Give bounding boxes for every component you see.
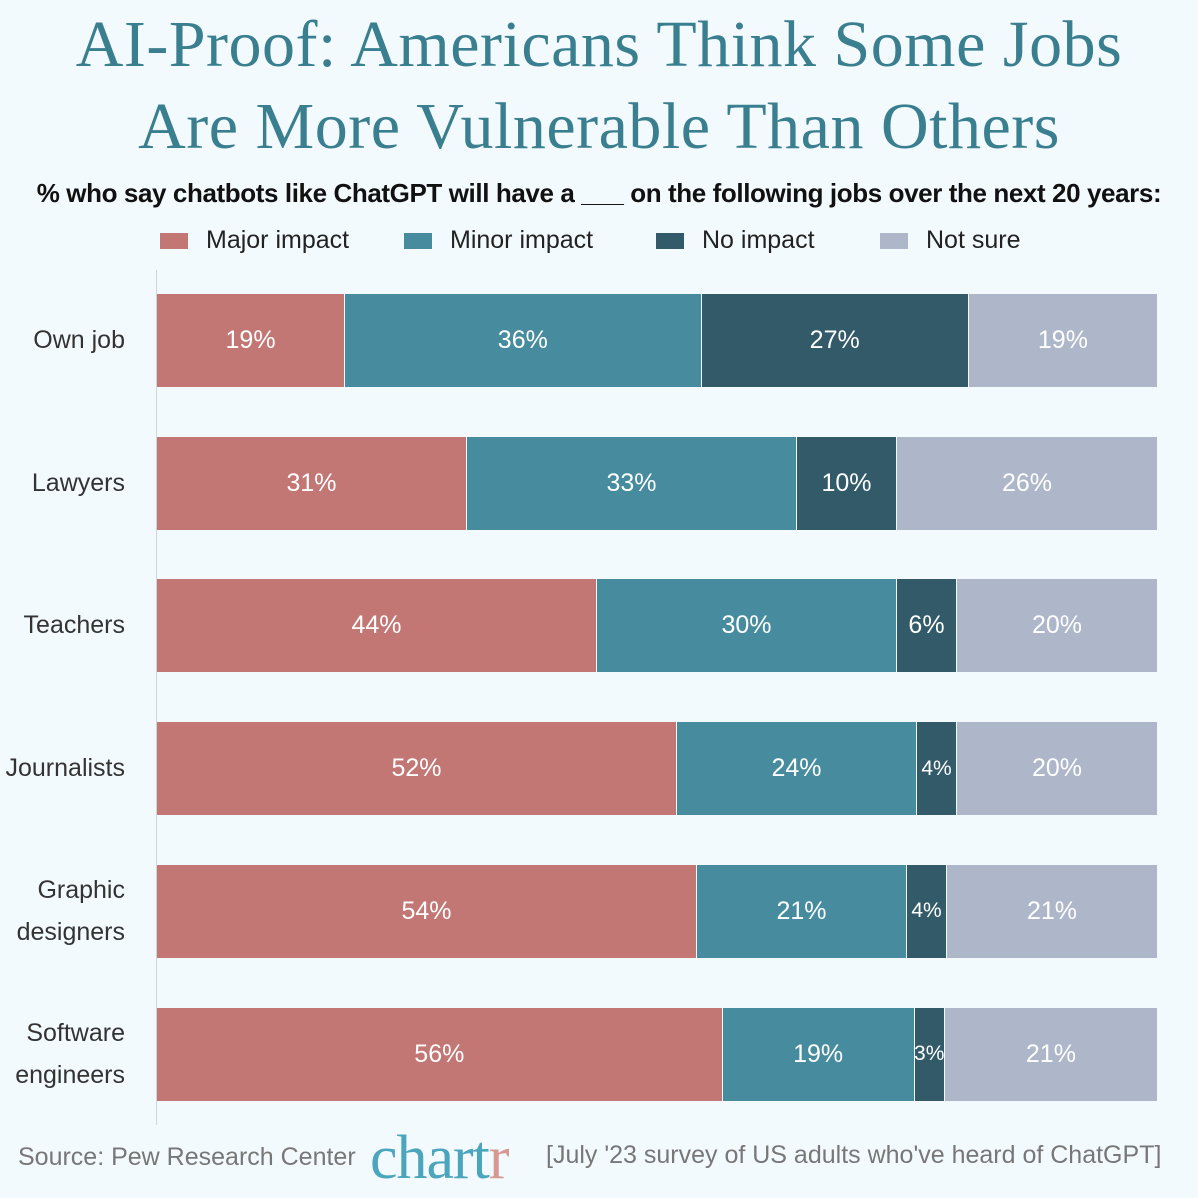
data-label: 4% (911, 899, 942, 923)
y-tick-label-line: Graphic (37, 875, 125, 904)
y-tick-label: Journalists (0, 747, 126, 789)
legend-swatch (880, 232, 908, 249)
legend-item: Major impact (160, 226, 349, 255)
logo-text: chart (370, 1124, 490, 1192)
data-label: 6% (908, 611, 945, 640)
bar-segment: 21% (697, 864, 907, 958)
legend-label: Minor impact (450, 226, 594, 254)
y-tick-label: Graphic designers (0, 869, 125, 953)
bar-segment: 21% (944, 1007, 1157, 1101)
bar-segment: 20% (957, 579, 1157, 673)
data-label: 20% (1031, 754, 1083, 783)
legend-label: Major impact (206, 226, 350, 254)
legend-swatch (160, 232, 188, 249)
survey-note: [July '23 survey of US adults who've hea… (546, 1141, 1162, 1169)
bar-segment: 10% (797, 436, 897, 530)
bar-segment: 3% (914, 1007, 945, 1101)
chart-subtitle: % who say chatbots like ChatGPT will hav… (36, 178, 1162, 208)
y-tick-label: Lawyers (0, 462, 125, 504)
legend-label: Not sure (926, 226, 1021, 254)
title-line-2: Are More Vulnerable Than Others (138, 90, 1060, 163)
data-label: 56% (414, 1039, 465, 1068)
bar-segment: 33% (467, 436, 797, 530)
legend: Major impact Minor impact No impact Not sur… (0, 226, 1198, 256)
legend-swatch (656, 232, 684, 249)
y-tick-label: Own job (0, 319, 125, 361)
legend-swatch (404, 232, 432, 249)
bar-segment: 19% (968, 294, 1157, 387)
bar-segment: 27% (701, 294, 969, 387)
bar-segment: 6% (897, 579, 957, 673)
y-tick-label-line: Lawyers (31, 468, 125, 497)
bar-segment: 4% (917, 722, 957, 816)
y-tick-label-line: Own job (33, 326, 125, 354)
data-label: 30% (721, 611, 772, 640)
data-label: 27% (809, 326, 860, 354)
data-label: 36% (497, 326, 548, 354)
bar-segment: 30% (597, 579, 897, 673)
bar-segment: 31% (157, 436, 467, 530)
y-tick-label-line: engineers (15, 1060, 125, 1089)
y-tick-label-line: Teachers (23, 611, 125, 640)
logo-text-end: r (488, 1124, 510, 1192)
data-label: 54% (401, 896, 452, 925)
bar-segment: 24% (677, 722, 917, 816)
y-tick-label: Teachers (0, 604, 125, 646)
legend-item: No impact (656, 226, 815, 255)
bar-segment: 54% (157, 864, 697, 958)
chart-title: AI-Proof: Americans Think Some Jobs Are … (0, 4, 1198, 168)
data-label: 19% (1037, 326, 1088, 354)
title-line-1: AI-Proof: Americans Think Some Jobs (75, 8, 1123, 81)
bar-segment: 4% (907, 864, 947, 958)
bar-segment: 44% (157, 579, 597, 673)
bar-segment: 20% (957, 722, 1157, 816)
bar-segment: 26% (897, 436, 1157, 530)
data-label: 3% (914, 1042, 945, 1065)
y-axis-line (156, 270, 157, 1125)
bar-segment: 52% (157, 722, 677, 816)
data-label: 4% (921, 756, 952, 780)
bar-segment: 19% (722, 1007, 915, 1101)
data-label: 26% (1001, 468, 1053, 497)
data-label: 24% (771, 754, 822, 783)
bar-segment: 19% (157, 294, 346, 387)
y-tick-label-line: Software (26, 1018, 125, 1047)
legend-label: No impact (702, 226, 815, 254)
data-label: 31% (286, 468, 337, 497)
source-text: Source: Pew Research Center (18, 1143, 356, 1171)
legend-item: Minor impact (404, 226, 593, 255)
y-tick-label-line: designers (16, 917, 125, 946)
bar-segment: 36% (345, 294, 702, 387)
data-label: 33% (606, 468, 657, 497)
bar-segment: 56% (157, 1007, 723, 1101)
data-label: 52% (391, 754, 442, 783)
data-label: 21% (1026, 896, 1078, 925)
data-label: 20% (1031, 611, 1083, 640)
legend-item: Not sure (880, 226, 1020, 255)
bar-segment: 21% (947, 864, 1157, 958)
data-label: 21% (1025, 1039, 1076, 1068)
data-label: 21% (776, 896, 827, 925)
y-tick-label-line: Journalists (5, 754, 126, 783)
data-label: 19% (225, 326, 276, 354)
chartr-logo: chartr (370, 1123, 510, 1194)
data-label: 10% (821, 468, 872, 497)
y-tick-label: Software engineers (0, 1012, 125, 1096)
data-label: 44% (351, 611, 402, 640)
data-label: 19% (793, 1039, 844, 1068)
footer: Source: Pew Research Center chartr [July… (0, 1124, 1198, 1192)
